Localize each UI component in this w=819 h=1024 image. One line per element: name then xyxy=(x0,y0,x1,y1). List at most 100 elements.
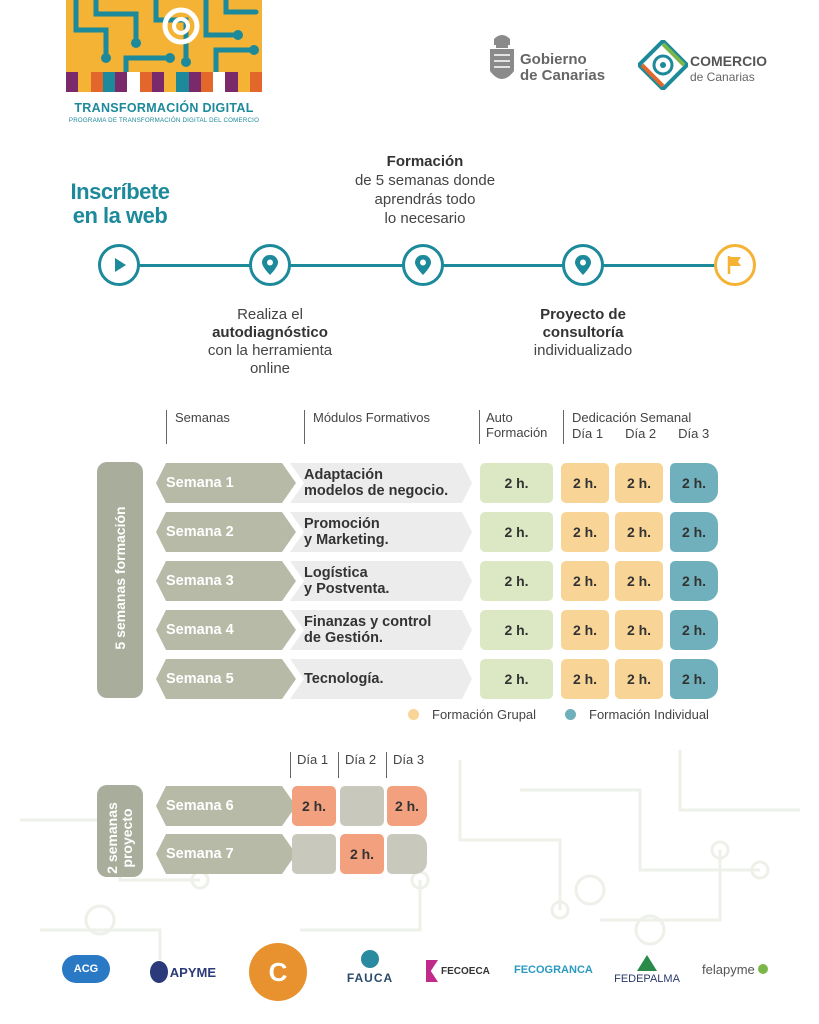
inscribete-title: Inscríbete en la web xyxy=(60,180,180,228)
module-cell: Logística y Postventa. xyxy=(290,561,472,601)
comercio-title: COMERCIO xyxy=(690,53,767,69)
formacion-text: Formación de 5 semanas donde aprendrás t… xyxy=(330,152,520,228)
dia3-cell: 2 h. xyxy=(670,463,718,503)
autodiagnostico-text: Realiza el autodiagnóstico con la herram… xyxy=(195,306,345,378)
project-dia3-cell xyxy=(387,834,427,874)
timeline-node-start xyxy=(98,244,140,286)
header-auto-line1: Auto xyxy=(486,410,513,425)
dia2-value: 2 h. xyxy=(626,524,652,540)
dia2-cell: 2 h. xyxy=(615,561,663,601)
partner-c-logo: C xyxy=(249,943,307,1001)
dia1-value: 2 h. xyxy=(572,622,598,638)
header-modulos: Módulos Formativos xyxy=(304,410,430,444)
strip-block xyxy=(102,72,115,92)
formacion-bold: Formación xyxy=(386,153,464,170)
project-header-dia1-label: Día 1 xyxy=(297,752,329,767)
play-icon xyxy=(115,258,126,272)
strip-block xyxy=(176,72,189,92)
location-pin-icon xyxy=(262,255,278,275)
timeline-node-autodiagnostico xyxy=(249,244,291,286)
gobierno-logo-text: Gobierno de Canarias xyxy=(520,52,605,84)
dia1-cell: 2 h. xyxy=(561,463,609,503)
flag-icon xyxy=(727,256,741,274)
project-header-dia2-label: Día 2 xyxy=(345,752,377,767)
dia3-cell: 2 h. xyxy=(670,659,718,699)
timeline-node-finish xyxy=(714,244,756,286)
auto-formacion-cell: 2 h. xyxy=(480,463,553,503)
project-header-dia3: Día 3 xyxy=(386,752,424,778)
proyecto-bold2: consultoría xyxy=(542,324,624,341)
dia2-cell: 2 h. xyxy=(615,659,663,699)
partner-acg-logo: ACG xyxy=(62,955,110,983)
proyecto-line3: individualizado xyxy=(533,342,633,359)
felapyme-leaf-icon xyxy=(758,964,769,974)
dia3-value: 2 h. xyxy=(681,524,707,540)
week-label-text: Semana 4 xyxy=(166,622,234,638)
header-auto-line2: Formación xyxy=(486,425,548,440)
dia3-cell: 2 h. xyxy=(670,610,718,650)
timeline-node-formacion xyxy=(402,244,444,286)
strip-block xyxy=(115,72,128,92)
location-pin-icon xyxy=(415,255,431,275)
gobierno-line2: de Canarias xyxy=(520,67,606,84)
partner-fecoeca-logo: FECOECA xyxy=(426,960,496,982)
header-semanas: Semanas xyxy=(166,410,230,444)
partner-acg-label: ACG xyxy=(73,963,99,975)
dia3-value: 2 h. xyxy=(681,475,707,491)
project-header-dia1: Día 1 xyxy=(290,752,328,778)
fecoeca-icon xyxy=(426,960,438,982)
dia3-value: 2 h. xyxy=(681,622,707,638)
strip-block xyxy=(188,72,201,92)
auto-formacion-cell: 2 h. xyxy=(480,610,553,650)
module-line1: Finanzas y control xyxy=(304,614,432,630)
partner-fecoeca-label: FECOECA xyxy=(441,965,490,977)
partner-apyme-logo: APYME xyxy=(150,960,216,984)
dia2-value: 2 h. xyxy=(626,573,652,589)
week-label-text: Semana 1 xyxy=(166,475,234,491)
module-line2: y Marketing. xyxy=(304,532,389,548)
strip-block xyxy=(151,72,164,92)
dia1-cell: 2 h. xyxy=(561,561,609,601)
week-label: Semana 4 xyxy=(156,610,296,650)
auto-formacion-value: 2 h. xyxy=(504,671,529,687)
dia1-cell: 2 h. xyxy=(561,659,609,699)
partner-fauca-label: FAUCA xyxy=(346,971,394,985)
strip-block xyxy=(164,72,177,92)
dia3-value: 2 h. xyxy=(681,573,707,589)
side-badge-proyecto xyxy=(97,785,143,877)
side-badge-formacion xyxy=(97,462,143,698)
auto-formacion-cell: 2 h. xyxy=(480,512,553,552)
dia1-value: 2 h. xyxy=(572,524,598,540)
week-label: Semana 5 xyxy=(156,659,296,699)
auto-formacion-value: 2 h. xyxy=(504,475,529,491)
partner-fedepalma-label: FEDEPALMA xyxy=(614,973,680,985)
project-week-label: Semana 6 xyxy=(156,786,296,826)
strip-block xyxy=(237,72,250,92)
header-dedicacion-label: Dedicación Semanal xyxy=(572,410,692,425)
strip-block xyxy=(249,72,262,92)
dia2-value: 2 h. xyxy=(626,475,652,491)
partner-fedepalma-logo: FEDEPALMA xyxy=(612,955,682,991)
header-dia2: Día 2 xyxy=(625,426,657,441)
week-label-text: Semana 2 xyxy=(166,524,234,540)
strip-block xyxy=(139,72,152,92)
header-dia3: Día 3 xyxy=(678,426,710,441)
strip-block xyxy=(90,72,103,92)
legend-group-label: Formación Grupal xyxy=(432,707,537,722)
gobierno-line1: Gobierno xyxy=(520,51,587,68)
module-line2: de Gestión. xyxy=(304,630,383,646)
color-strip xyxy=(66,72,262,92)
module-cell: Adaptación modelos de negocio. xyxy=(290,463,472,503)
project-header-dia2: Día 2 xyxy=(338,752,376,778)
module-cell: Tecnología. xyxy=(290,659,472,699)
week-label-text: Semana 5 xyxy=(166,671,234,687)
project-dia1-value: 2 h. xyxy=(301,798,327,814)
strip-block xyxy=(200,72,213,92)
header-modulos-label: Módulos Formativos xyxy=(313,410,431,425)
strip-block xyxy=(127,72,140,92)
partner-c-label: C xyxy=(268,956,288,987)
dia2-cell: 2 h. xyxy=(615,463,663,503)
project-dia1-cell xyxy=(292,834,336,874)
autodiag-bold: autodiagnóstico xyxy=(212,324,328,341)
header-dia1: Día 1 xyxy=(572,426,604,441)
